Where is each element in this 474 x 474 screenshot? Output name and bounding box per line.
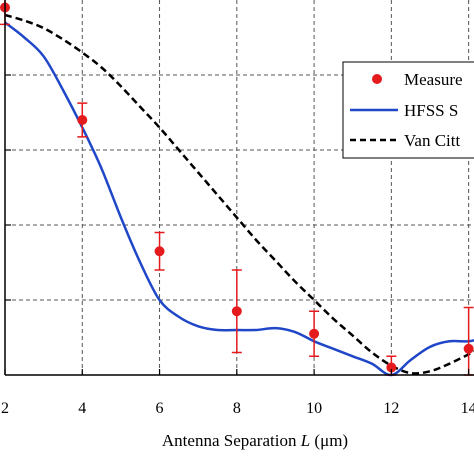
legend-label-hfss: HFSS S bbox=[404, 101, 458, 120]
x-tick-label: 8 bbox=[233, 400, 241, 417]
data-point-measured bbox=[77, 115, 88, 125]
x-axis-label-variable: L bbox=[300, 431, 310, 450]
tick-labels: 2 4 6 8 10 12 14 bbox=[1, 400, 474, 417]
legend: Measure HFSS S Van Citt bbox=[342, 61, 474, 159]
data-point-measured bbox=[386, 362, 397, 373]
x-tick-label: 12 bbox=[383, 400, 399, 417]
data-point-measured bbox=[463, 343, 474, 354]
grid-lines bbox=[4, 0, 474, 375]
legend-label-van: Van Citt bbox=[404, 131, 460, 150]
x-axis-label-unit: (μm) bbox=[310, 431, 348, 450]
legend-marker-measured bbox=[372, 74, 382, 84]
series-line-van-cittert bbox=[4, 13, 474, 375]
x-tick-label: 10 bbox=[306, 400, 322, 417]
legend-label-measured: Measure bbox=[404, 70, 463, 89]
series-line-hfss bbox=[4, 21, 474, 377]
x-tick-label: 14 bbox=[461, 400, 474, 417]
x-tick-label: 6 bbox=[156, 400, 164, 417]
axes bbox=[4, 0, 474, 376]
x-tick-label: 2 bbox=[1, 400, 9, 417]
data-point-measured bbox=[154, 246, 165, 257]
x-axis-label: Antenna Separation L (μm) bbox=[162, 431, 348, 450]
x-axis-label-prefix: Antenna Separation bbox=[162, 431, 301, 450]
data-point-measured bbox=[231, 306, 242, 317]
data-point-measured bbox=[309, 328, 320, 339]
x-tick-label: 4 bbox=[78, 400, 86, 417]
